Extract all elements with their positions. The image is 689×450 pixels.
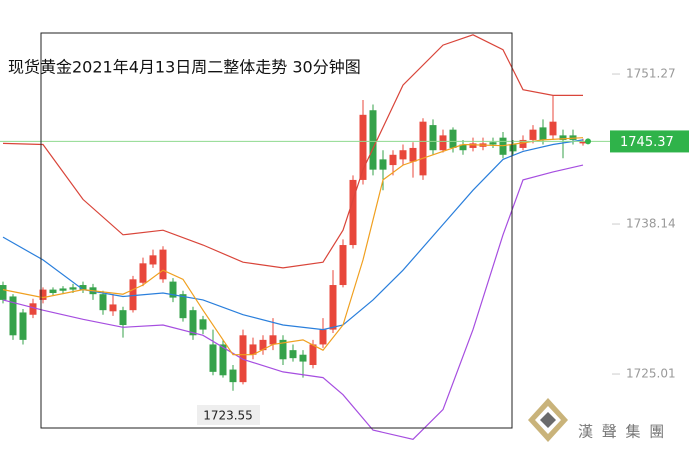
candle-body xyxy=(229,369,237,383)
last-price-label: 1745.37 xyxy=(620,135,674,150)
candle-body xyxy=(139,263,147,283)
overlay-line xyxy=(2,164,584,440)
brand: 漢 聲 集 團 xyxy=(578,423,666,441)
candle-body xyxy=(169,281,177,298)
candle-body xyxy=(79,285,87,290)
candle-body xyxy=(349,179,357,246)
candle-body xyxy=(0,285,7,300)
candle-body xyxy=(409,147,417,162)
low-label: 1723.55 xyxy=(203,409,253,423)
candle-body xyxy=(69,287,77,290)
candle-body xyxy=(39,289,47,300)
candle-body xyxy=(539,127,547,140)
candle-body xyxy=(269,335,277,345)
overlay-line xyxy=(2,137,584,356)
candle-body xyxy=(339,245,347,286)
candle-body xyxy=(9,296,17,336)
candle-body xyxy=(289,350,297,359)
candle-body xyxy=(179,294,187,319)
y-tick-label: 1725.01 xyxy=(626,367,676,381)
candle-body xyxy=(129,279,137,311)
candle-body xyxy=(109,304,117,312)
candle-body xyxy=(429,125,437,151)
last-price-dot xyxy=(585,138,591,145)
candle-body xyxy=(219,344,227,376)
frame xyxy=(40,32,513,429)
candle-body xyxy=(379,159,387,170)
plot xyxy=(0,34,620,440)
candle-body xyxy=(309,344,317,366)
candle-body xyxy=(259,339,267,351)
candle-body xyxy=(319,329,327,345)
candle-body xyxy=(529,129,537,140)
candle-body xyxy=(209,344,217,372)
y-tick-label: 1738.14 xyxy=(626,217,676,231)
candle-body xyxy=(189,310,197,336)
logo xyxy=(528,398,568,442)
y-tick-label: 1751.27 xyxy=(626,67,676,81)
candle-body xyxy=(149,255,157,265)
candle-body xyxy=(299,354,307,362)
candle-body xyxy=(99,294,107,311)
candle-body xyxy=(329,285,337,330)
candle-body xyxy=(199,319,207,330)
candle-body xyxy=(29,303,37,315)
candle-body xyxy=(509,144,517,152)
overlay-line xyxy=(2,34,583,269)
low-label-box xyxy=(197,405,260,425)
last-price-box xyxy=(610,130,689,153)
candle-body xyxy=(579,141,587,144)
candle-body xyxy=(19,312,27,340)
candle-body xyxy=(59,288,67,291)
candle-body xyxy=(49,289,57,294)
chart-title: 现货黄金2021年4月13日周二整体走势 30分钟图 xyxy=(8,58,361,77)
candle-body xyxy=(369,110,377,170)
candle-body xyxy=(449,129,457,148)
candle-body xyxy=(359,114,367,180)
candle-body xyxy=(519,139,527,148)
candle-body xyxy=(489,142,497,145)
overlay-line xyxy=(2,139,584,331)
candle-body xyxy=(249,344,257,355)
candle-body xyxy=(439,135,447,151)
candle-body xyxy=(419,121,427,176)
candle-body xyxy=(559,135,567,140)
candle-body xyxy=(399,150,407,160)
candle-body xyxy=(469,143,477,148)
candle-body xyxy=(159,249,167,280)
candle-body xyxy=(549,121,557,136)
candle-body xyxy=(279,339,287,360)
candle-body xyxy=(389,154,397,166)
candle-body xyxy=(119,310,127,326)
candle-body xyxy=(459,144,467,151)
logo-diamond xyxy=(540,412,556,428)
